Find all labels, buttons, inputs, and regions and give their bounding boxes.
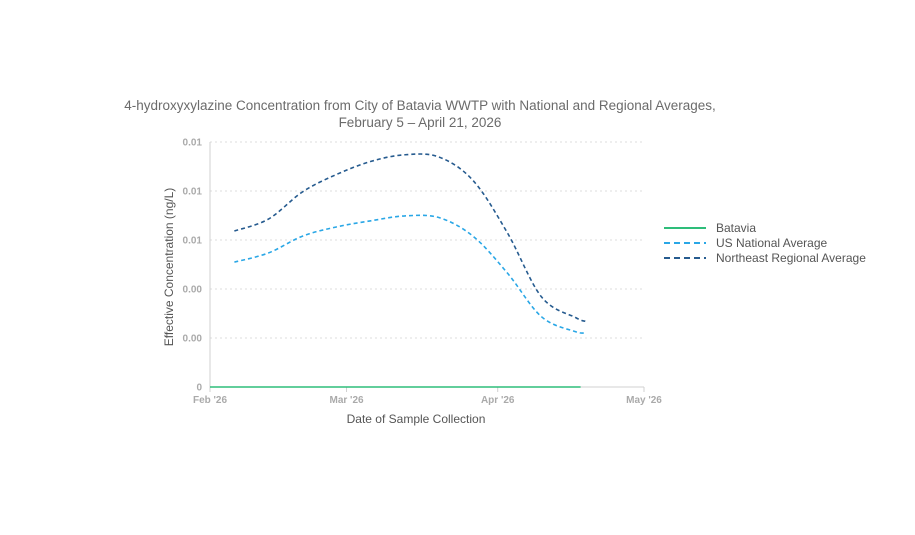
legend-item-northeast-regional-average: Northeast Regional Average xyxy=(664,250,866,265)
chart-title: 4-hydroxyxylazine Concentration from Cit… xyxy=(110,97,730,131)
y-tick-label: 0.00 xyxy=(183,334,203,345)
chart-title-line1: 4-hydroxyxylazine Concentration from Cit… xyxy=(124,98,716,113)
x-tick-label: Mar '26 xyxy=(330,395,365,406)
y-tick-label: 0.01 xyxy=(183,236,203,247)
x-tick-label: May '26 xyxy=(626,395,662,406)
series-line-us-national-average xyxy=(234,214,586,334)
y-tick-label: 0.01 xyxy=(183,187,203,198)
legend-swatch xyxy=(664,226,706,229)
chart-legend: Batavia US National Average Northeast Regi… xyxy=(664,220,866,265)
y-tick-label: 0.00 xyxy=(183,285,203,296)
series-line-northeast-regional-average xyxy=(234,153,586,323)
chart-subtitle: February 5 – April 21, 2026 xyxy=(338,115,502,130)
legend-label: US National Average xyxy=(716,235,828,250)
legend-item-batavia: Batavia xyxy=(664,220,866,235)
x-axis-label: Date of Sample Collection xyxy=(347,412,486,426)
y-tick-label: 0 xyxy=(196,383,202,394)
y-tick-label: 0.01 xyxy=(183,138,203,149)
legend-item-us-national-average: US National Average xyxy=(664,235,866,250)
gridlines xyxy=(210,141,644,339)
legend-swatch xyxy=(664,256,706,259)
x-tick-label: Feb '26 xyxy=(193,395,227,406)
legend-swatch xyxy=(664,241,706,244)
series-lines xyxy=(210,153,586,388)
x-tick-label: Apr '26 xyxy=(481,395,515,406)
axes: 0 0.00 0.00 0.01 0.01 0.01 Feb '26 Mar '26 Apr '… xyxy=(183,138,663,407)
y-axis-label: Effective Concentration (ng/L) xyxy=(162,188,176,347)
legend-label: Batavia xyxy=(716,220,757,235)
legend-label: Northeast Regional Average xyxy=(716,250,866,265)
